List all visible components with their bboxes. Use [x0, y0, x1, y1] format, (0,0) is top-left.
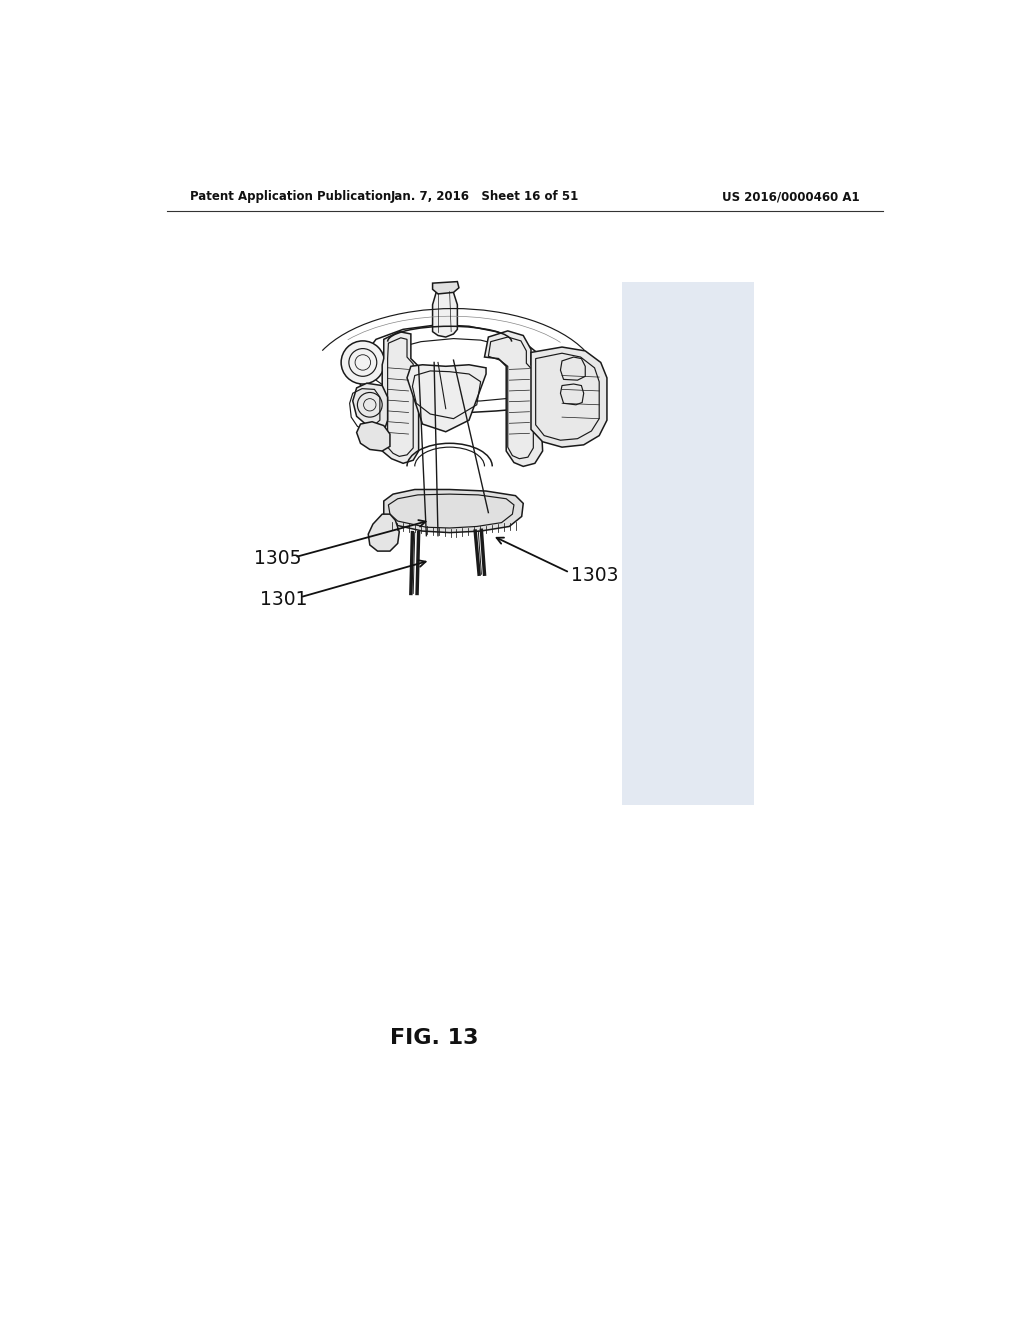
Text: 1305: 1305 — [254, 549, 301, 569]
Polygon shape — [356, 422, 390, 451]
Text: 1303: 1303 — [571, 566, 618, 585]
Bar — [623, 281, 755, 805]
Polygon shape — [432, 286, 458, 337]
Polygon shape — [432, 281, 459, 294]
Polygon shape — [369, 515, 399, 552]
Circle shape — [341, 341, 385, 384]
Polygon shape — [384, 490, 523, 533]
Text: FIG. 13: FIG. 13 — [390, 1028, 478, 1048]
Text: US 2016/0000460 A1: US 2016/0000460 A1 — [722, 190, 859, 203]
Text: Patent Application Publication: Patent Application Publication — [190, 190, 391, 203]
Polygon shape — [407, 364, 486, 432]
Text: 1301: 1301 — [260, 590, 307, 609]
Polygon shape — [484, 331, 543, 466]
Polygon shape — [531, 347, 607, 447]
Polygon shape — [352, 383, 388, 432]
Text: Jan. 7, 2016   Sheet 16 of 51: Jan. 7, 2016 Sheet 16 of 51 — [390, 190, 579, 203]
Polygon shape — [382, 331, 419, 463]
